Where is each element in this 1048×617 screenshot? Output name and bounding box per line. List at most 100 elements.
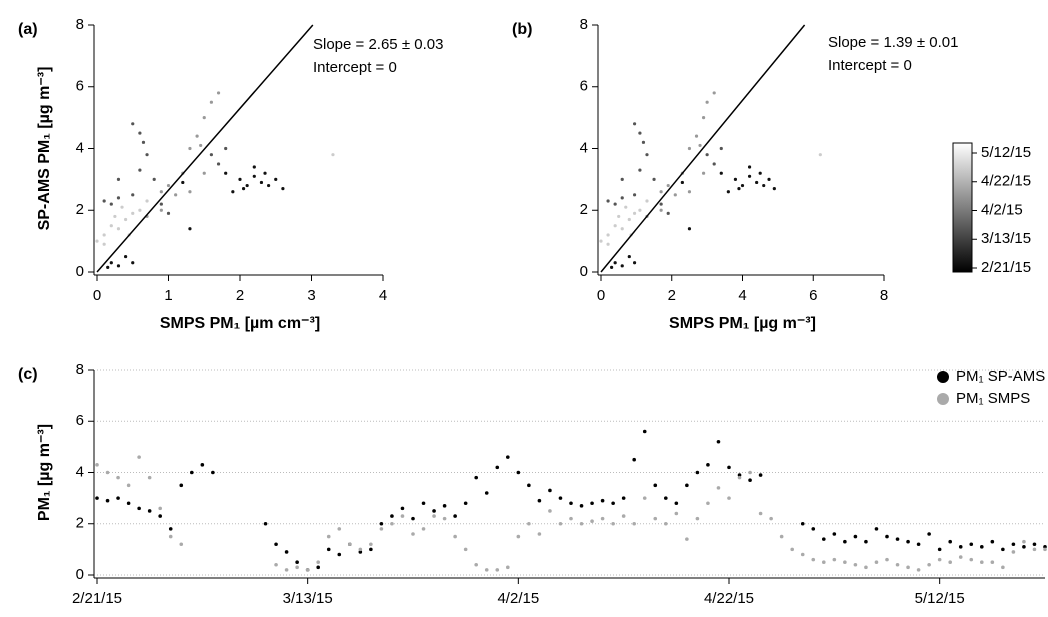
point — [885, 557, 889, 562]
x-tick-label: 3/13/15 — [283, 590, 333, 607]
point — [716, 486, 721, 490]
point — [659, 208, 663, 212]
point — [331, 153, 335, 157]
x-tick-label: 6 — [809, 287, 817, 304]
y-tick-label: 4 — [580, 139, 588, 156]
point — [638, 208, 642, 212]
point — [726, 190, 730, 194]
legend-marker — [937, 371, 949, 383]
point — [116, 177, 121, 181]
point — [259, 180, 264, 185]
point — [747, 174, 752, 178]
point — [674, 501, 679, 506]
point — [131, 193, 135, 197]
point — [620, 177, 624, 181]
point — [1011, 542, 1016, 547]
point — [606, 199, 610, 203]
point — [231, 190, 235, 194]
point — [95, 239, 99, 243]
point — [620, 264, 624, 268]
colorbar-label: 2/21/15 — [981, 259, 1031, 276]
point — [284, 550, 289, 554]
point — [701, 171, 706, 175]
point — [216, 91, 221, 95]
point — [174, 193, 178, 197]
point — [263, 171, 267, 175]
x-tick-label: 4 — [738, 287, 746, 304]
point — [627, 254, 631, 259]
point — [606, 242, 610, 246]
point — [653, 516, 658, 521]
point — [645, 199, 649, 203]
point — [832, 532, 837, 536]
panel-label: (b) — [512, 21, 532, 38]
point — [105, 498, 110, 503]
point — [159, 190, 163, 194]
point — [758, 171, 762, 175]
point — [116, 496, 120, 500]
point — [116, 227, 121, 231]
point — [664, 521, 668, 526]
point — [131, 211, 135, 215]
y-axis-title: SP-AMS PM₁ [µg m⁻³] — [36, 67, 53, 231]
point — [758, 511, 763, 516]
point — [620, 227, 624, 231]
point — [95, 463, 99, 467]
point — [762, 183, 766, 188]
point — [705, 153, 709, 157]
point — [645, 153, 649, 157]
point — [126, 483, 131, 488]
legend-marker — [937, 393, 949, 405]
y-tick-label: 8 — [76, 361, 84, 378]
point — [337, 527, 342, 531]
point — [733, 177, 738, 181]
annotation: Intercept = 0 — [313, 59, 397, 76]
point — [216, 162, 221, 166]
point — [241, 187, 246, 191]
point — [599, 239, 603, 243]
point — [600, 498, 605, 503]
point — [666, 183, 670, 188]
y-tick-label: 2 — [76, 515, 84, 532]
point — [252, 174, 256, 178]
point — [800, 552, 805, 557]
point — [621, 496, 626, 500]
point — [632, 457, 636, 462]
point — [1032, 547, 1037, 552]
point — [712, 162, 716, 166]
point — [527, 483, 531, 488]
point — [400, 514, 405, 518]
point — [642, 496, 647, 500]
point — [747, 165, 752, 169]
point — [800, 521, 805, 526]
point — [590, 501, 594, 506]
point — [632, 521, 636, 526]
point — [685, 483, 689, 488]
colorbar — [952, 142, 973, 273]
point — [822, 537, 826, 541]
point — [152, 177, 156, 181]
point — [274, 177, 278, 181]
x-axis-title: SMPS PM₁ [µm cm⁻³] — [160, 315, 320, 332]
point — [200, 463, 205, 467]
point — [495, 568, 500, 572]
x-tick-label: 0 — [597, 287, 605, 304]
point — [680, 180, 684, 185]
point — [633, 122, 637, 126]
point — [337, 552, 342, 557]
point — [748, 478, 752, 482]
point — [421, 501, 426, 506]
point — [453, 534, 457, 539]
point — [390, 521, 394, 526]
point — [558, 521, 563, 526]
point — [188, 227, 192, 231]
point — [537, 498, 542, 503]
fit-line — [600, 24, 806, 273]
point — [145, 153, 149, 157]
point — [790, 547, 794, 552]
point — [158, 514, 162, 518]
point — [1001, 565, 1005, 570]
point — [421, 527, 426, 531]
point — [274, 542, 278, 547]
point — [633, 193, 637, 197]
